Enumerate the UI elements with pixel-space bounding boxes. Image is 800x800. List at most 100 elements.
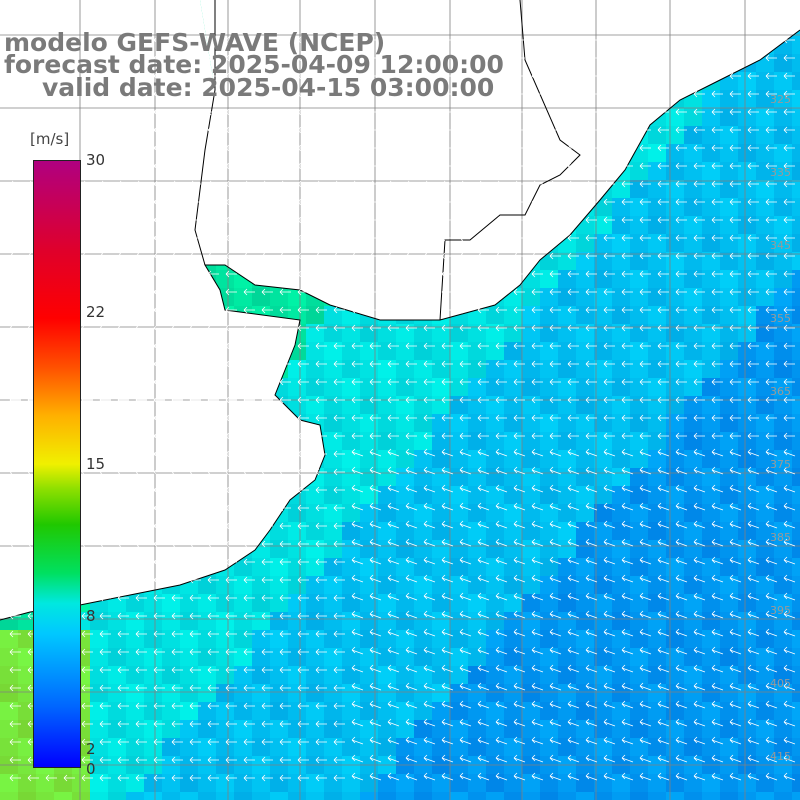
wind-arrow (693, 162, 705, 170)
field-cell (738, 684, 756, 702)
field-cell (720, 486, 738, 504)
field-cell (72, 774, 90, 792)
field-cell (666, 342, 684, 360)
field-cell (342, 720, 360, 738)
field-cell (576, 684, 594, 702)
wind-arrow (189, 216, 201, 224)
wind-arrow (45, 72, 57, 80)
field-cell (270, 666, 288, 684)
field-cell (414, 594, 432, 612)
field-cell (522, 720, 540, 738)
wind-arrow (369, 520, 382, 529)
field-cell (684, 180, 702, 198)
wind-arrow (693, 592, 706, 601)
wind-arrow (369, 574, 382, 583)
wind-arrow (549, 754, 562, 763)
field-cell (450, 450, 468, 468)
field-cell (450, 324, 468, 342)
wind-arrow (369, 538, 382, 547)
wind-arrow (729, 360, 741, 368)
wind-arrow (585, 646, 598, 655)
wind-arrow (495, 592, 508, 601)
field-cell (342, 666, 360, 684)
field-cell (342, 630, 360, 648)
wind-arrow (513, 252, 525, 260)
field-cell (360, 450, 378, 468)
wind-arrow (405, 754, 418, 763)
field-cell (162, 774, 180, 792)
wind-arrow (603, 360, 615, 368)
field-cell (396, 468, 414, 486)
field-cell (576, 270, 594, 288)
wind-arrow (9, 774, 21, 782)
field-cell (432, 324, 450, 342)
field-cell (630, 378, 648, 396)
field-cell (144, 720, 162, 738)
wind-arrow (369, 646, 382, 655)
wind-arrow (333, 540, 345, 548)
field-cell (504, 360, 522, 378)
wind-arrow (657, 646, 670, 655)
field-cell (90, 684, 108, 702)
wind-arrow (387, 736, 400, 745)
field-cell (702, 216, 720, 234)
field-cell (666, 486, 684, 504)
field-cell (612, 594, 630, 612)
wind-arrow (189, 360, 201, 368)
wind-arrow (603, 592, 616, 601)
field-cell (756, 594, 774, 612)
wind-arrow (207, 720, 219, 728)
field-cell (756, 486, 774, 504)
field-cell (792, 162, 800, 180)
field-cell (450, 396, 468, 414)
wind-arrow (99, 306, 111, 314)
wind-arrow (513, 628, 526, 637)
field-cell (720, 378, 738, 396)
wind-arrow (603, 432, 615, 440)
wind-arrow (333, 756, 345, 764)
wind-arrow (585, 718, 598, 727)
wind-arrow (585, 520, 598, 529)
wind-arrow (495, 342, 507, 350)
field-cell (504, 342, 522, 360)
field-cell (630, 666, 648, 684)
wind-arrow (135, 360, 147, 368)
field-cell (450, 720, 468, 738)
wind-arrow (477, 448, 490, 457)
wind-arrow (189, 450, 201, 458)
wind-arrow (549, 520, 562, 529)
wind-arrow (117, 126, 129, 134)
wind-arrow (297, 648, 309, 656)
field-cell (756, 324, 774, 342)
field-cell (468, 630, 486, 648)
wind-arrow (441, 108, 453, 116)
wind-arrow (171, 576, 183, 584)
wind-arrow (567, 448, 580, 457)
field-cell (756, 684, 774, 702)
field-cell (450, 342, 468, 360)
wind-arrow (531, 306, 543, 314)
field-cell (774, 702, 792, 720)
field-cell (756, 90, 774, 108)
field-cell (684, 198, 702, 216)
field-cell (612, 396, 630, 414)
wind-arrow (315, 630, 327, 638)
wind-arrow (333, 90, 345, 98)
wind-arrow (549, 342, 561, 350)
wind-arrow (99, 162, 111, 170)
wind-arrow (135, 180, 147, 188)
field-cell (738, 288, 756, 306)
wind-arrow (441, 574, 454, 583)
wind-arrow (99, 414, 111, 422)
wind-arrow (243, 54, 255, 62)
wind-arrow (549, 180, 561, 188)
field-cell (468, 792, 486, 800)
field-cell (540, 414, 558, 432)
wind-arrow (207, 666, 219, 674)
wind-arrow (297, 234, 309, 242)
wind-arrow (333, 702, 345, 710)
field-cell (414, 378, 432, 396)
wind-arrow (189, 504, 201, 512)
wind-arrow (315, 126, 327, 134)
wind-arrow (207, 288, 219, 296)
